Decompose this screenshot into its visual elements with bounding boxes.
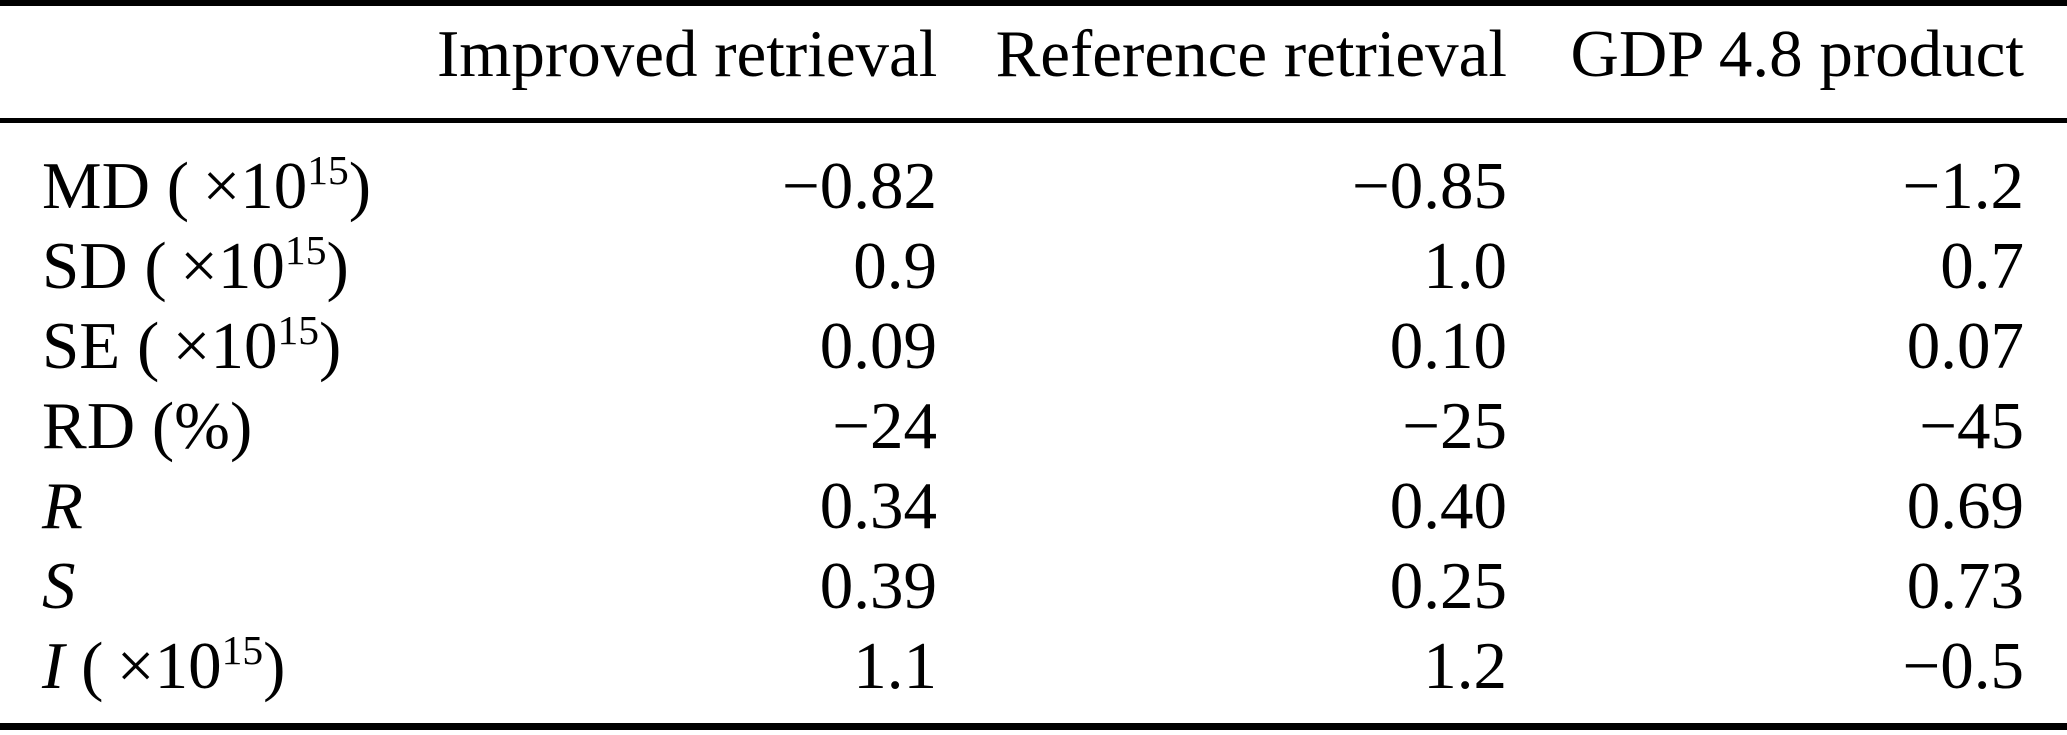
- metric-unit-post: ): [319, 309, 342, 383]
- metric-unit-post: ): [326, 229, 349, 303]
- cell-gdp-product: −0.5: [1902, 629, 2024, 703]
- row-label: SD ( ×1015): [0, 226, 437, 306]
- cell-improved-retrieval: 0.9: [853, 229, 937, 303]
- metric-symbol: I: [42, 629, 65, 703]
- metric-unit-pre: ( ×10: [149, 149, 308, 223]
- cell-gdp-product: 0.07: [1906, 309, 2024, 383]
- column-header-gdp-product: GDP 4.8 product: [1570, 17, 2024, 91]
- cell-reference-retrieval: 0.40: [1389, 469, 1507, 543]
- table-row-md: MD ( ×1015) −0.82 −0.85 −1.2: [0, 146, 2067, 226]
- metric-exponent: 15: [221, 626, 264, 673]
- column-header-improved-retrieval: Improved retrieval: [437, 17, 938, 91]
- cell-reference-retrieval: −0.85: [1351, 149, 1507, 223]
- cell-reference-retrieval: 0.10: [1389, 309, 1507, 383]
- bottom-rule: [0, 723, 2067, 730]
- table-row-r: R 0.34 0.40 0.69: [0, 466, 2067, 546]
- row-label: RD (%): [0, 386, 437, 466]
- table-row-sd: SD ( ×1015) 0.9 1.0 0.7: [0, 226, 2067, 306]
- header-rule: [0, 118, 2067, 123]
- cell-improved-retrieval: −24: [832, 389, 937, 463]
- table-row-se: SE ( ×1015) 0.09 0.10 0.07: [0, 306, 2067, 386]
- row-label: S: [0, 546, 437, 626]
- metric-symbol: RD: [42, 389, 136, 463]
- cell-gdp-product: 0.7: [1940, 229, 2024, 303]
- metric-unit-pre: (%): [135, 389, 253, 463]
- metric-unit-pre: ( ×10: [127, 229, 285, 303]
- cell-reference-retrieval: 1.0: [1423, 229, 1507, 303]
- column-header-empty: [0, 6, 437, 118]
- table-body: MD ( ×1015) −0.82 −0.85 −1.2 SD ( ×1015)…: [0, 146, 2067, 706]
- table-row-i: I ( ×1015) 1.1 1.2 −0.5: [0, 626, 2067, 706]
- cell-gdp-product: 0.73: [1906, 549, 2024, 623]
- top-rule: [0, 0, 2067, 6]
- cell-improved-retrieval: 0.34: [819, 469, 937, 543]
- cell-reference-retrieval: −25: [1402, 389, 1507, 463]
- row-label: I ( ×1015): [0, 626, 437, 706]
- metric-symbol: SE: [42, 309, 121, 383]
- metric-exponent: 15: [307, 146, 349, 193]
- metric-exponent: 15: [284, 226, 327, 273]
- row-label: MD ( ×1015): [0, 146, 437, 226]
- metric-unit-pre: ( ×10: [64, 629, 222, 703]
- row-label: R: [0, 466, 437, 546]
- cell-gdp-product: −1.2: [1902, 149, 2024, 223]
- metric-unit-post: ): [263, 629, 286, 703]
- row-label: SE ( ×1015): [0, 306, 437, 386]
- metric-unit-post: ): [348, 149, 372, 223]
- cell-reference-retrieval: 0.25: [1389, 549, 1507, 623]
- cell-improved-retrieval: 1.1: [853, 629, 937, 703]
- cell-improved-retrieval: −0.82: [781, 149, 937, 223]
- cell-gdp-product: 0.69: [1906, 469, 2024, 543]
- metric-symbol: MD: [42, 149, 150, 223]
- table-row-s: S 0.39 0.25 0.73: [0, 546, 2067, 626]
- cell-reference-retrieval: 1.2: [1423, 629, 1507, 703]
- table-row-rd: RD (%) −24 −25 −45: [0, 386, 2067, 466]
- metric-unit-pre: ( ×10: [120, 309, 278, 383]
- metric-exponent: 15: [277, 306, 319, 353]
- metric-symbol: SD: [42, 229, 128, 303]
- metric-symbol: R: [42, 469, 83, 543]
- cell-improved-retrieval: 0.09: [819, 309, 937, 383]
- column-header-reference-retrieval: Reference retrieval: [995, 17, 1507, 91]
- cell-gdp-product: −45: [1919, 389, 2024, 463]
- metric-symbol: S: [42, 549, 76, 623]
- cell-improved-retrieval: 0.39: [819, 549, 937, 623]
- table-header-row: Improved retrieval Reference retrieval G…: [0, 6, 2067, 118]
